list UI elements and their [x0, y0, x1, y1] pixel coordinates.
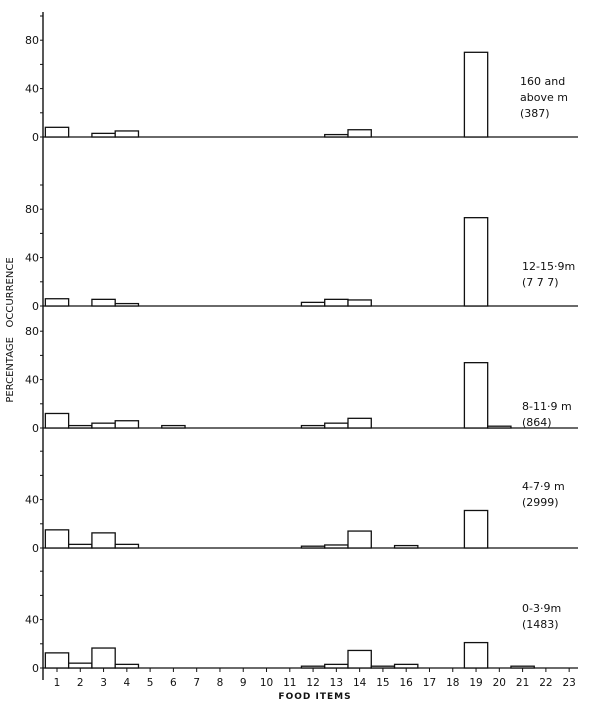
bar-item-19 — [463, 509, 489, 549]
y-tick-label: 40 — [25, 494, 39, 507]
x-axis-label: FOOD ITEMS — [278, 692, 351, 702]
panel-label: 8-11·9 m — [522, 400, 572, 413]
bar-item-16 — [393, 544, 419, 549]
x-tick-label: 12 — [306, 677, 319, 689]
bar-item-12 — [300, 665, 326, 669]
x-tick-label: 19 — [469, 677, 482, 689]
bar-item-2 — [67, 662, 93, 669]
panel-label: 12-15·9m — [522, 260, 575, 273]
panel-label: (864) — [522, 416, 552, 429]
panel-label: (1483) — [522, 618, 559, 631]
x-tick-label: 15 — [376, 677, 389, 689]
y-tick-label: 0 — [32, 542, 39, 555]
bar-item-4 — [114, 420, 140, 429]
panel-label: 160 and — [520, 75, 565, 88]
bar-item-19 — [463, 362, 489, 429]
y-tick-label: 80 — [25, 203, 39, 216]
bar-item-13 — [324, 422, 349, 429]
bar-item-12 — [300, 545, 326, 549]
bar-item-21 — [510, 665, 535, 669]
y-tick-label: 80 — [25, 34, 39, 47]
panel-label: (387) — [520, 107, 550, 120]
y-tick-label: 40 — [25, 83, 39, 96]
panel-label: 0-3·9m — [522, 602, 561, 615]
bar-item-13 — [324, 133, 349, 138]
bar-item-14 — [347, 530, 372, 549]
bar-item-1 — [44, 412, 70, 429]
bar-item-1 — [44, 652, 70, 669]
bar-item-16 — [393, 663, 419, 669]
y-tick-label: 0 — [32, 131, 39, 144]
bar-item-4 — [114, 543, 140, 549]
bar-item-3 — [91, 532, 116, 549]
bar-item-15 — [370, 665, 396, 669]
y-tick-label: 40 — [25, 252, 39, 265]
panel-label: above m — [520, 91, 568, 104]
bar-item-19 — [463, 217, 489, 307]
bar-item-4 — [114, 302, 140, 307]
x-tick-label: 4 — [123, 677, 130, 689]
y-tick-label: 80 — [25, 325, 39, 338]
panel-label: 4-7·9 m — [522, 480, 565, 493]
x-tick-label: 3 — [100, 677, 107, 689]
x-tick-label: 1 — [54, 677, 61, 689]
bar-item-12 — [300, 424, 326, 429]
x-tick-label: 13 — [330, 677, 343, 689]
bar-item-6 — [161, 424, 186, 429]
x-tick-label: 22 — [539, 677, 552, 689]
x-tick-label: 10 — [260, 677, 273, 689]
y-tick-label: 40 — [25, 614, 39, 627]
bar-item-20 — [487, 425, 512, 429]
y-tick-label: 0 — [32, 662, 39, 675]
x-tick-label: 9 — [240, 677, 247, 689]
bar-item-14 — [347, 299, 372, 307]
x-tick-label: 21 — [516, 677, 529, 689]
x-tick-label: 17 — [423, 677, 436, 689]
bar-item-13 — [324, 663, 349, 669]
bar-item-13 — [324, 544, 349, 549]
bar-item-19 — [463, 641, 489, 669]
bar-item-3 — [91, 422, 116, 429]
x-tick-label: 18 — [446, 677, 459, 689]
bar-item-3 — [91, 647, 116, 669]
x-tick-label: 11 — [283, 677, 296, 689]
x-tick-label: 20 — [493, 677, 506, 689]
bar-item-3 — [91, 132, 116, 138]
bar-item-1 — [44, 126, 70, 138]
bar-item-12 — [300, 301, 326, 307]
bar-item-14 — [347, 129, 372, 138]
x-tick-label: 5 — [147, 677, 154, 689]
bar-item-1 — [44, 529, 70, 549]
x-tick-label: 23 — [562, 677, 575, 689]
x-tick-label: 14 — [353, 677, 367, 689]
y-axis-label: PERCENTAGE OCCURRENCE — [5, 257, 16, 402]
bar-item-1 — [44, 298, 70, 307]
bar-item-14 — [347, 649, 372, 669]
bar-item-14 — [347, 417, 372, 429]
bar-item-2 — [67, 424, 93, 429]
bar-item-13 — [324, 298, 349, 307]
x-tick-label: 16 — [400, 677, 414, 689]
bar-item-4 — [114, 663, 140, 669]
bar-item-3 — [91, 298, 116, 307]
x-tick-label: 7 — [193, 677, 200, 689]
x-tick-label: 2 — [77, 677, 84, 689]
bar-item-19 — [463, 51, 489, 138]
x-tick-label: 8 — [217, 677, 224, 689]
panel-label: (2999) — [522, 496, 559, 509]
y-tick-label: 40 — [25, 374, 39, 387]
bar-item-4 — [114, 130, 140, 138]
x-tick-label: 6 — [170, 677, 177, 689]
y-tick-label: 0 — [32, 300, 39, 313]
panel-label: (7 7 7) — [522, 276, 559, 289]
y-tick-label: 0 — [32, 422, 39, 435]
bar-item-2 — [67, 543, 93, 549]
